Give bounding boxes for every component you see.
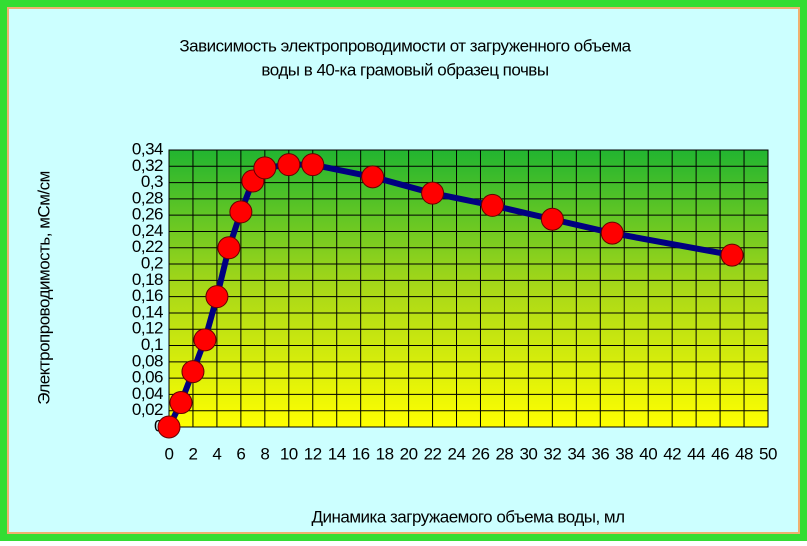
x-tick-label: 16	[352, 444, 370, 463]
y-tick-label: 0,04	[132, 384, 163, 403]
y-tick-label: 0,12	[132, 319, 163, 338]
y-tick-label: 0,32	[132, 156, 163, 175]
x-tick-label: 2	[188, 444, 197, 463]
x-tick-label: 26	[472, 444, 490, 463]
data-point	[229, 200, 253, 224]
data-point	[301, 153, 325, 177]
data-point	[480, 193, 504, 217]
data-point	[169, 391, 193, 415]
data-point	[193, 328, 217, 352]
x-tick-label: 30	[519, 444, 537, 463]
y-tick-label: 0,08	[132, 351, 163, 370]
data-point	[720, 243, 744, 267]
chart-title: воды в 40-ка грамовый образец почвы	[261, 60, 548, 79]
x-tick-label: 36	[591, 444, 609, 463]
data-point	[181, 360, 205, 384]
y-tick-label: 0,22	[132, 237, 163, 256]
x-tick-label: 42	[663, 444, 681, 463]
data-point	[217, 236, 241, 260]
x-tick-label: 48	[735, 444, 753, 463]
x-tick-label: 32	[543, 444, 561, 463]
data-point	[600, 221, 624, 245]
x-tick-label: 0	[165, 444, 174, 463]
x-tick-label: 46	[711, 444, 729, 463]
y-axis-label: Электропроводимость, мСм/см	[34, 171, 53, 405]
y-tick-label: 0,16	[132, 286, 163, 305]
x-tick-label: 6	[236, 444, 245, 463]
y-tick-label: 0,1	[141, 335, 163, 354]
chart-title: Зависимость электропроводимости от загру…	[179, 36, 631, 55]
x-tick-label: 50	[759, 444, 777, 463]
x-tick-label: 18	[376, 444, 394, 463]
x-tick-label: 38	[615, 444, 633, 463]
y-tick-label: 0,14	[132, 302, 163, 321]
x-tick-label: 14	[328, 444, 346, 463]
x-tick-label: 34	[567, 444, 585, 463]
data-point	[277, 153, 301, 177]
x-tick-label: 40	[639, 444, 657, 463]
data-point	[540, 207, 564, 231]
x-axis-label: Динамика загружаемого объема воды, мл	[311, 507, 624, 526]
data-point	[361, 165, 385, 189]
x-tick-label: 28	[495, 444, 513, 463]
data-point	[253, 156, 277, 180]
x-tick-label: 24	[448, 444, 466, 463]
data-point	[157, 415, 181, 439]
x-tick-label: 44	[687, 444, 705, 463]
x-tick-label: 8	[260, 444, 269, 463]
y-tick-label: 0,34	[132, 139, 163, 158]
x-tick-label: 12	[304, 444, 322, 463]
y-tick-label: 0,06	[132, 368, 163, 387]
y-tick-label: 0,28	[132, 188, 163, 207]
x-tick-label: 20	[400, 444, 418, 463]
plot-area	[169, 150, 768, 427]
x-tick-label: 4	[212, 444, 221, 463]
y-tick-label: 0,02	[132, 400, 163, 419]
plot-border	[168, 149, 769, 428]
y-tick-label: 0,3	[141, 172, 163, 191]
x-tick-label: 22	[424, 444, 442, 463]
data-point	[421, 181, 445, 205]
y-tick-label: 0,2	[141, 254, 163, 273]
y-tick-label: 0,24	[132, 221, 163, 240]
y-tick-label: 0,26	[132, 205, 163, 224]
data-point	[205, 285, 229, 309]
x-tick-label: 10	[280, 444, 298, 463]
y-tick-label: 0,18	[132, 270, 163, 289]
